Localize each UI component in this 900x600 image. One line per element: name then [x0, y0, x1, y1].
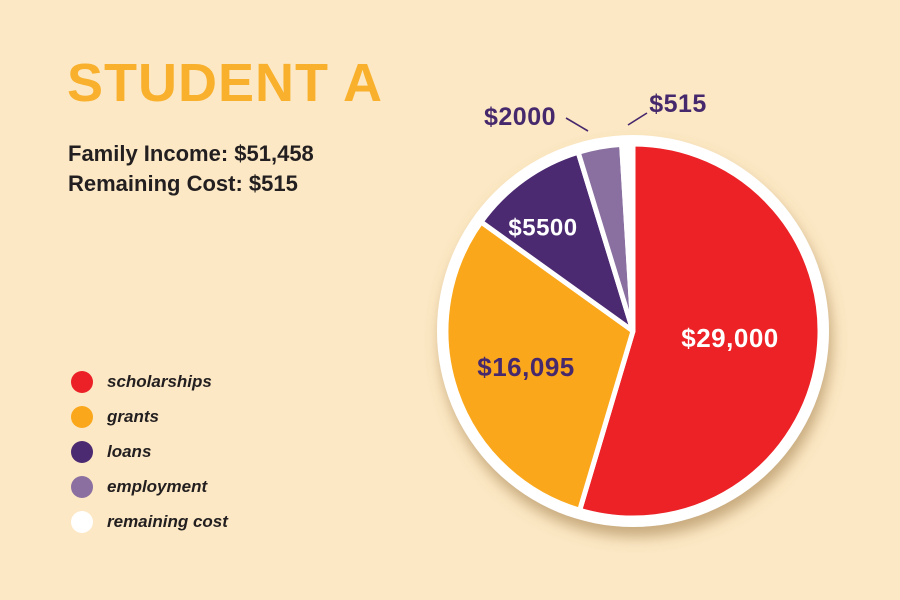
leader-line-employment	[565, 117, 589, 132]
pie-slice-loans	[478, 149, 636, 334]
legend-item-employment: employment	[71, 469, 228, 504]
legend-item-loans: loans	[71, 434, 228, 469]
slice-value-label-grants: $16,095	[477, 352, 574, 382]
legend-swatch-loans	[71, 440, 93, 463]
legend-item-scholarships: scholarships	[71, 364, 228, 399]
legend-label-remaining-cost: remaining cost	[107, 511, 228, 531]
pie-chart: $29,000 $16,095 $5500 $2000 $515	[437, 90, 829, 527]
pie-slice-scholarships	[577, 141, 823, 521]
page-title: STUDENT A	[67, 53, 383, 113]
legend-item-remaining-cost: remaining cost	[71, 504, 228, 539]
legend-swatch-remaining-cost	[71, 510, 93, 533]
legend-label-scholarships: scholarships	[107, 371, 212, 391]
legend-swatch-grants	[71, 405, 93, 428]
slice-value-label-employment: $2000	[484, 103, 556, 131]
slice-value-label-scholarships: $29,000	[681, 323, 778, 353]
remaining-cost-text: Remaining Cost: $515	[68, 171, 298, 196]
legend-swatch-scholarships	[71, 370, 93, 393]
legend: scholarships grants loans employment remaini…	[71, 364, 228, 539]
pie-slice-remaining-cost	[619, 141, 636, 334]
legend-swatch-employment	[71, 475, 93, 498]
legend-label-grants: grants	[107, 406, 159, 426]
family-income-text: Family Income: $51,458	[68, 141, 314, 166]
legend-item-grants: grants	[71, 399, 228, 434]
slice-value-label-loans: $5500	[508, 215, 577, 242]
legend-label-employment: employment	[107, 476, 208, 496]
info-block: Family Income: $51,458 Remaining Cost: $…	[68, 139, 314, 199]
legend-label-loans: loans	[107, 441, 152, 461]
slice-value-label-remaining-cost: $515	[649, 90, 707, 118]
pie-slice-grants	[443, 219, 636, 513]
leader-line-remaining-cost	[627, 112, 648, 126]
